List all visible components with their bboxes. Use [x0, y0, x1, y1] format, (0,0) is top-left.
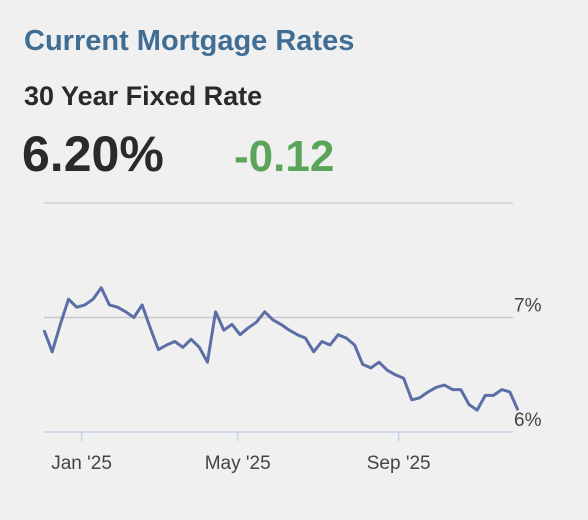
rate-name: 30 Year Fixed Rate	[24, 81, 262, 111]
rate-value: 6.20%	[22, 126, 164, 182]
x-tick-label: Sep '25	[367, 453, 431, 474]
y-tick-label: 7%	[514, 296, 542, 317]
widget-title: Current Mortgage Rates	[24, 25, 354, 57]
rate-line	[42, 286, 520, 412]
y-tick-label: 6%	[514, 410, 542, 431]
rate-change: -0.12	[234, 132, 334, 181]
x-tick-label: Jan '25	[51, 453, 112, 474]
x-tick-label: May '25	[205, 453, 271, 474]
